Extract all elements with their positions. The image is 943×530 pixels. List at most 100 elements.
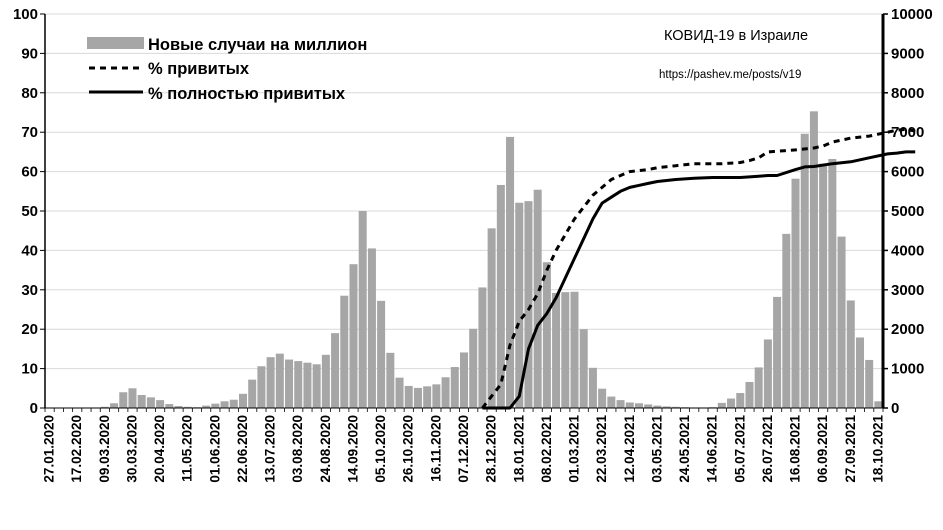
x-tick-label: 16.08.2021 — [788, 415, 803, 483]
x-tick-label: 16.11.2020 — [428, 415, 443, 482]
x-tick-label: 06.09.2021 — [815, 415, 830, 483]
right-tick-label: 2000 — [891, 321, 924, 338]
bar — [791, 178, 800, 408]
bar — [377, 300, 386, 408]
right-tick-label: 9000 — [891, 45, 924, 62]
x-tick-label: 05.07.2021 — [732, 415, 747, 483]
right-tick-label: 6000 — [891, 164, 924, 181]
right-tick-label: 0 — [891, 400, 899, 417]
x-tick-label: 03.08.2020 — [290, 415, 305, 483]
bar — [248, 379, 257, 408]
bar — [211, 403, 220, 408]
right-tick-label: 3000 — [891, 282, 924, 299]
x-tick-label: 11.05.2020 — [180, 415, 195, 482]
x-tick-label: 12.04.2021 — [622, 415, 637, 483]
x-tick-label: 08.02.2021 — [539, 415, 554, 483]
bar — [450, 367, 459, 408]
bar — [837, 236, 846, 408]
right-tick-label: 1000 — [891, 361, 924, 378]
bar — [809, 111, 818, 409]
bar — [386, 352, 395, 408]
bar — [644, 404, 653, 408]
x-tick-label: 03.05.2021 — [649, 415, 664, 483]
bar — [358, 211, 367, 408]
bar — [404, 385, 413, 408]
left-tick-label: 90 — [21, 45, 38, 62]
chart-subtitle-url: https://pashev.me/posts/v19 — [659, 69, 801, 81]
left-tick-label: 60 — [21, 164, 38, 181]
bar — [349, 264, 358, 408]
x-tick-label: 01.06.2020 — [207, 415, 222, 483]
bar — [773, 296, 782, 408]
bar — [266, 357, 275, 408]
bar — [506, 136, 515, 409]
bar — [395, 377, 404, 408]
bar — [165, 404, 174, 408]
bar — [100, 406, 109, 408]
x-tick-label: 09.03.2020 — [97, 415, 112, 483]
bar — [865, 359, 874, 408]
bar — [110, 403, 119, 408]
bar — [321, 354, 330, 408]
x-tick-label: 17.02.2020 — [69, 415, 84, 483]
x-tick-label: 05.10.2020 — [373, 415, 388, 483]
bar — [294, 361, 303, 408]
x-tick-label: 13.07.2020 — [263, 415, 278, 483]
bar — [846, 300, 855, 408]
x-tick-label: 30.03.2020 — [124, 415, 139, 483]
bar — [607, 396, 616, 408]
legend-label-new-cases: Новые случаи на миллион — [148, 36, 367, 54]
bar — [625, 402, 634, 408]
x-tick-label: 27.01.2020 — [42, 415, 57, 483]
x-tick-label: 22.03.2021 — [594, 415, 609, 483]
line-vaccinated — [481, 127, 916, 409]
bar — [469, 328, 478, 408]
bar — [616, 400, 625, 408]
bar — [303, 362, 312, 408]
bar — [128, 388, 137, 408]
right-tick-label: 10000 — [891, 6, 933, 23]
left-tick-label: 0 — [30, 400, 38, 417]
x-tick-label: 14.09.2020 — [345, 415, 360, 483]
bar — [533, 189, 542, 408]
bar — [441, 377, 450, 408]
bar — [238, 393, 247, 408]
x-tick-label: 01.03.2021 — [567, 415, 582, 483]
x-tick-label: 24.08.2020 — [318, 415, 333, 483]
right-y-axis-ticks: 0 1000 2000 3000 4000 5000 6000 7000 8000 9000 100… — [883, 6, 933, 417]
bar — [174, 406, 183, 408]
bar — [782, 233, 791, 408]
bar — [183, 406, 192, 408]
x-tick-label: 26.10.2020 — [401, 415, 416, 483]
left-tick-label: 100 — [13, 6, 38, 23]
bar — [745, 381, 754, 408]
bar — [855, 337, 864, 408]
line-fully-vaccinated — [482, 150, 916, 410]
bar — [275, 353, 284, 408]
bar — [717, 402, 726, 408]
bar — [257, 366, 266, 408]
bar — [671, 406, 680, 408]
bar — [496, 184, 505, 408]
bar — [727, 398, 736, 408]
left-tick-label: 70 — [21, 124, 38, 141]
bar — [874, 401, 883, 408]
legend-swatch-new-cases — [87, 37, 144, 49]
left-tick-label: 10 — [21, 361, 38, 378]
left-tick-label: 40 — [21, 242, 38, 259]
bar — [220, 401, 229, 408]
bar — [800, 133, 809, 408]
bar — [423, 386, 432, 408]
bar — [662, 406, 671, 408]
bar — [588, 367, 597, 408]
x-tick-label: 24.05.2021 — [677, 415, 692, 483]
left-tick-label: 20 — [21, 321, 38, 338]
bar — [229, 399, 238, 408]
x-tick-label: 26.07.2021 — [760, 415, 775, 483]
x-tick-label: 28.12.2020 — [484, 415, 499, 483]
bar — [340, 295, 349, 408]
bar — [754, 367, 763, 408]
bar — [634, 403, 643, 408]
x-tick-label: 27.09.2021 — [843, 415, 858, 483]
